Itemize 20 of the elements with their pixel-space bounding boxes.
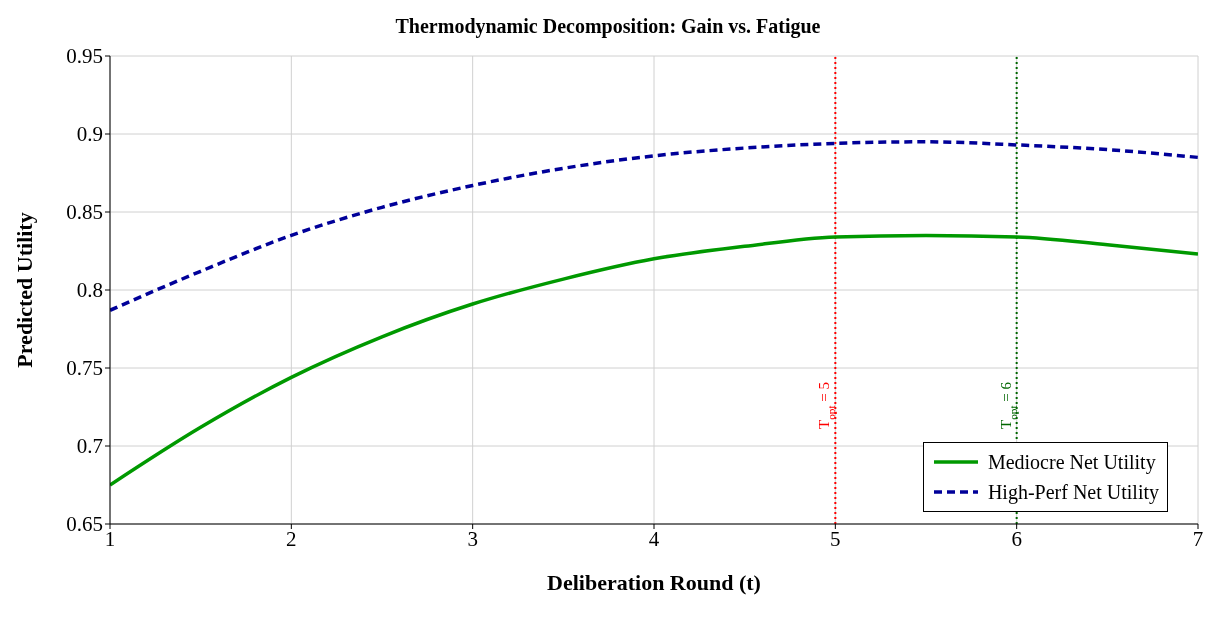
y-tick-label: 0.9 — [76, 122, 103, 147]
x-tick-label: 5 — [830, 526, 841, 551]
x-tick-label: 1 — [104, 526, 116, 551]
legend-label: Mediocre Net Utility — [987, 450, 1156, 476]
y-tick-label: 0.65 — [66, 512, 103, 537]
x-axis-title: Deliberation Round (t) — [547, 570, 761, 595]
y-tick-label: 0.85 — [66, 200, 103, 225]
x-tick-label: 6 — [1011, 526, 1022, 551]
x-tick-label: 2 — [286, 526, 297, 551]
legend-label: High-Perf Net Utility — [987, 480, 1159, 506]
x-tick-label: 7 — [1192, 526, 1204, 551]
y-tick-label: 0.8 — [76, 278, 103, 303]
y-axis-title: Predicted Utility — [11, 212, 37, 368]
x-tick-label: 4 — [648, 526, 660, 551]
line-series — [110, 140, 1198, 313]
chart-title: Thermodynamic Decomposition: Gain vs. Fatigue — [395, 15, 821, 37]
y-tick-label: 0.75 — [66, 356, 103, 381]
y-tick-label: 0.95 — [66, 44, 103, 69]
y-tick-label: 0.7 — [76, 434, 103, 459]
x-tick-label: 3 — [467, 526, 478, 551]
